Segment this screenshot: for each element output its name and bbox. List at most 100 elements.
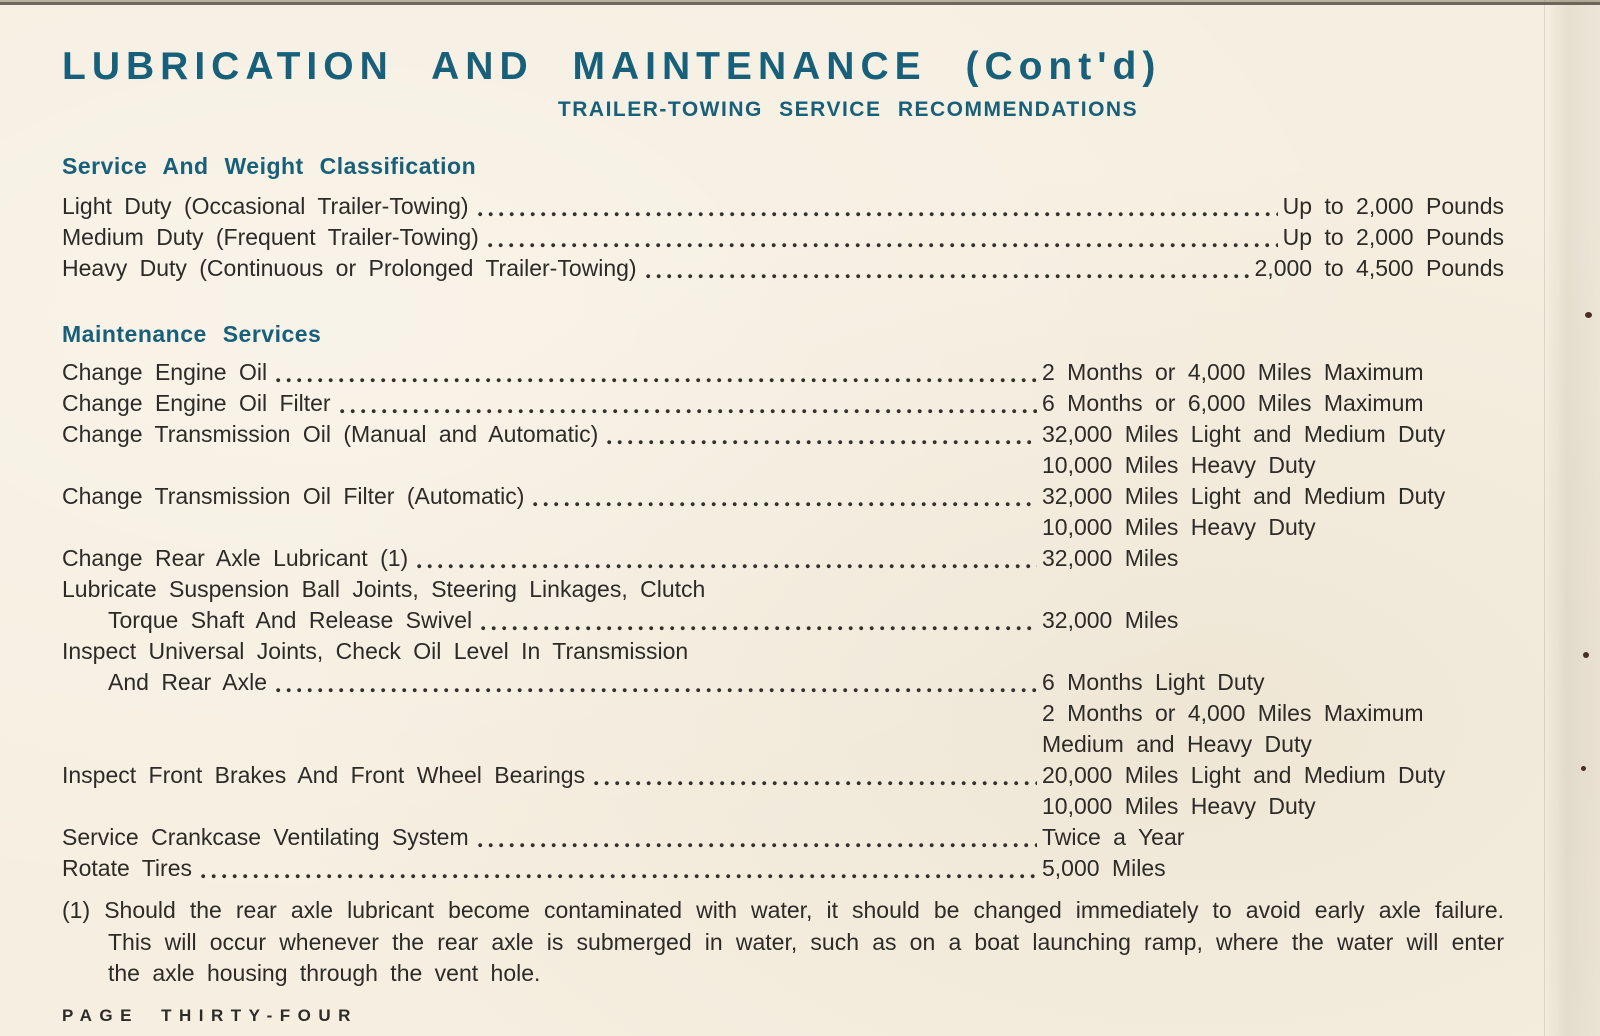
row-label: Change Transmission Oil Filter (Automati… <box>62 483 525 509</box>
scan-edge-top <box>0 0 1600 7</box>
row-line: Rotate Tires 5,000 Miles <box>62 853 1504 884</box>
service-row: Inspect Universal Joints, Check Oil Leve… <box>62 636 1504 760</box>
paper-speck <box>1581 766 1586 771</box>
row-label: Service Crankcase Ventilating System <box>62 824 469 850</box>
row-value: 2 Months or 4,000 Miles Maximum <box>1042 357 1504 388</box>
row-line: Medium Duty (Frequent Trailer-Towing) Up … <box>62 222 1504 253</box>
row-label: Medium Duty (Frequent Trailer-Towing) <box>62 224 479 250</box>
footnote-text: Should the rear axle lubricant become co… <box>104 897 1504 986</box>
row-value-line: 5,000 Miles <box>1042 855 1166 881</box>
row-value-line: 2,000 to 4,500 Pounds <box>1254 255 1504 281</box>
row-value-line: 2 Months or 4,000 Miles Maximum <box>1042 359 1424 385</box>
row-value: Up to 2,000 Pounds <box>1283 222 1504 253</box>
row-value: 6 Months Light Duty 2 Months or 4,000 Mil… <box>1042 667 1504 760</box>
service-row: Rotate Tires 5,000 Miles <box>62 853 1504 884</box>
dot-leader <box>607 419 1037 450</box>
dot-leader <box>276 667 1037 698</box>
row-value-line: 32,000 Miles <box>1042 607 1179 633</box>
service-row: Change Transmission Oil Filter (Automati… <box>62 481 1504 543</box>
page-title: LUBRICATION AND MAINTENANCE (Cont'd) <box>62 45 1162 88</box>
row-value-line: 32,000 Miles Light and Medium Duty <box>1042 483 1446 509</box>
service-row: Medium Duty (Frequent Trailer-Towing) Up … <box>62 222 1504 253</box>
row-value-line: 32,000 Miles Light and Medium Duty <box>1042 421 1446 447</box>
row-line: Change Engine Oil 2 Months or 4,000 Miles… <box>62 357 1504 388</box>
row-value-line: Medium and Heavy Duty <box>1042 731 1312 757</box>
service-row: Heavy Duty (Continuous or Prolonged Trai… <box>62 253 1504 284</box>
page-number: PAGE THIRTY-FOUR <box>62 1005 358 1025</box>
row-value: 32,000 Miles <box>1042 543 1504 574</box>
scan-edge-right <box>1544 0 1600 1036</box>
row-value: 2,000 to 4,500 Pounds <box>1255 253 1504 284</box>
section: Maintenance Services Change Engine Oil 2 M… <box>62 321 1504 884</box>
row-label-line: Lubricate Suspension Ball Joints, Steeri… <box>62 576 706 602</box>
section-heading: Maintenance Services <box>62 321 322 347</box>
dot-leader <box>417 543 1037 574</box>
row-value-line: 2 Months or 4,000 Miles Maximum <box>1042 700 1424 726</box>
row-line: Torque Shaft And Release Swivel 32,000 Mi… <box>62 605 1504 636</box>
dot-leader <box>594 760 1037 791</box>
dot-leader <box>477 822 1037 853</box>
row-value-line: 10,000 Miles Heavy Duty <box>1042 793 1316 819</box>
service-row: Service Crankcase Ventilating System Twic… <box>62 822 1504 853</box>
dot-leader <box>201 853 1037 884</box>
dot-leader <box>533 481 1037 512</box>
dot-leader <box>481 605 1037 636</box>
row-value: 20,000 Miles Light and Medium Duty 10,000… <box>1042 760 1504 822</box>
dot-leader <box>645 253 1250 284</box>
row-value-line: 6 Months or 6,000 Miles Maximum <box>1042 390 1424 416</box>
row-line: And Rear Axle 6 Months Light Duty 2 Months… <box>62 667 1504 760</box>
row-value: 5,000 Miles <box>1042 853 1504 884</box>
service-row: Change Transmission Oil (Manual and Auto… <box>62 419 1504 481</box>
row-value: 32,000 Miles Light and Medium Duty 10,000… <box>1042 481 1504 543</box>
row-value: Twice a Year <box>1042 822 1504 853</box>
row-label: Change Transmission Oil (Manual and Auto… <box>62 421 599 447</box>
page-subtitle: TRAILER-TOWING SERVICE RECOMMENDATIONS <box>557 98 1139 121</box>
footnote: (1) Should the rear axle lubricant becom… <box>62 895 1504 990</box>
row-label: Inspect Front Brakes And Front Wheel Bea… <box>62 762 586 788</box>
row-label: And Rear Axle <box>108 669 268 695</box>
footnote-marker: (1) <box>62 897 91 923</box>
row-value-line: 6 Months Light Duty <box>1042 669 1265 695</box>
row-value-line: Up to 2,000 Pounds <box>1282 224 1504 250</box>
paper-speck <box>1585 312 1592 318</box>
row-value-line: 32,000 Miles <box>1042 545 1179 571</box>
row-line: Change Transmission Oil (Manual and Auto… <box>62 419 1504 481</box>
row-value: 6 Months or 6,000 Miles Maximum <box>1042 388 1504 419</box>
row-label: Change Engine Oil <box>62 359 268 385</box>
row-value-line: 20,000 Miles Light and Medium Duty <box>1042 762 1446 788</box>
row-label-line: Inspect Universal Joints, Check Oil Leve… <box>62 638 689 664</box>
dot-leader <box>276 357 1037 388</box>
row-line: Light Duty (Occasional Trailer-Towing) Up… <box>62 191 1504 222</box>
row-line: Change Rear Axle Lubricant (1) 32,000 Mil… <box>62 543 1504 574</box>
service-row: Change Rear Axle Lubricant (1) 32,000 Mil… <box>62 543 1504 574</box>
sections: Service And Weight Classification Light D… <box>62 153 1504 884</box>
service-row: Inspect Front Brakes And Front Wheel Bea… <box>62 760 1504 822</box>
row-line: Inspect Front Brakes And Front Wheel Bea… <box>62 760 1504 822</box>
paper-speck <box>1583 652 1589 658</box>
row-label: Light Duty (Occasional Trailer-Towing) <box>62 193 469 219</box>
row-line: Change Engine Oil Filter 6 Months or 6,00… <box>62 388 1504 419</box>
row-value: 32,000 Miles Light and Medium Duty 10,000… <box>1042 419 1504 481</box>
row-label: Rotate Tires <box>62 855 192 881</box>
section-heading: Service And Weight Classification <box>62 153 477 179</box>
row-label: Heavy Duty (Continuous or Prolonged Trai… <box>62 255 637 281</box>
row-line: Heavy Duty (Continuous or Prolonged Trai… <box>62 253 1504 284</box>
service-row: Light Duty (Occasional Trailer-Towing) Up… <box>62 191 1504 222</box>
row-value-line: Up to 2,000 Pounds <box>1282 193 1504 219</box>
row-value-line: 10,000 Miles Heavy Duty <box>1042 452 1316 478</box>
row-value: Up to 2,000 Pounds <box>1283 191 1504 222</box>
row-line: Change Transmission Oil Filter (Automati… <box>62 481 1504 543</box>
service-row: Lubricate Suspension Ball Joints, Steeri… <box>62 574 1504 636</box>
row-label: Change Rear Axle Lubricant (1) <box>62 545 409 571</box>
dot-leader <box>339 388 1037 419</box>
dot-leader <box>487 222 1278 253</box>
section: Service And Weight Classification Light D… <box>62 153 1504 284</box>
row-label: Change Engine Oil Filter <box>62 390 331 416</box>
row-line: Service Crankcase Ventilating System Twic… <box>62 822 1504 853</box>
row-label: Torque Shaft And Release Swivel <box>108 607 473 633</box>
row-value-line: 10,000 Miles Heavy Duty <box>1042 514 1316 540</box>
service-row: Change Engine Oil 2 Months or 4,000 Miles… <box>62 357 1504 388</box>
service-row: Change Engine Oil Filter 6 Months or 6,00… <box>62 388 1504 419</box>
